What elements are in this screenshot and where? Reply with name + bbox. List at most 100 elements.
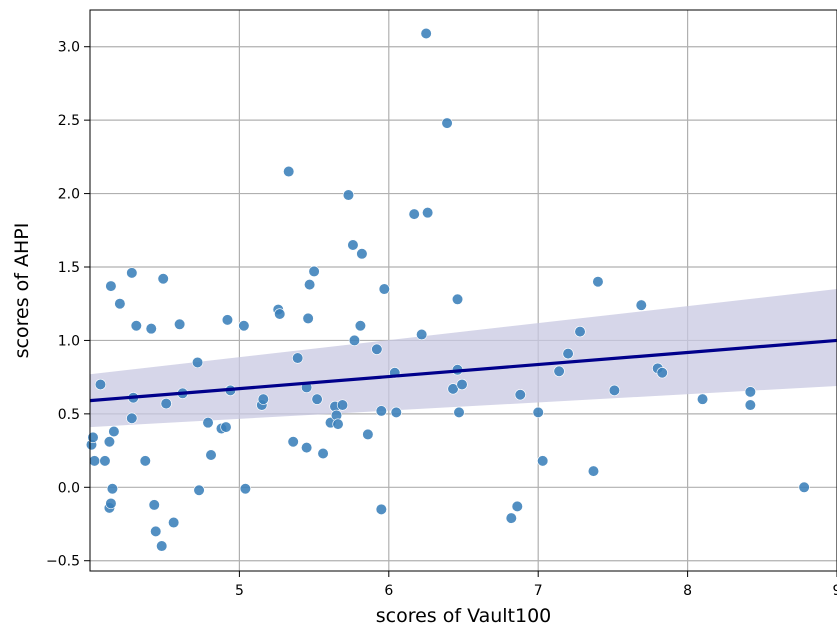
scatter-point <box>130 320 142 332</box>
scatter-point <box>537 455 549 467</box>
scatter-point <box>114 298 126 310</box>
scatter-point <box>106 483 119 495</box>
y-tick-label: −0.5 <box>46 554 80 570</box>
y-tick-label: 3.0 <box>58 40 80 56</box>
scatter-point <box>88 455 101 467</box>
scatter-point <box>304 279 316 291</box>
ticks-layer: 5 6 7 8 9 −0.5 0.0 0.5 1.0 1.5 2.0 2.5 3.0 <box>46 40 837 599</box>
scatter-point <box>145 323 157 335</box>
scatter-point <box>356 248 368 260</box>
scatter-point <box>150 525 162 537</box>
scatter-point <box>139 455 151 467</box>
scatter-point <box>238 320 250 332</box>
scatter-point <box>287 436 299 448</box>
scatter-point <box>220 421 232 433</box>
scatter-point <box>798 481 810 493</box>
scatter-point <box>193 484 205 496</box>
scatter-point <box>348 334 361 347</box>
scatter-point <box>371 343 383 355</box>
scatter-point <box>408 208 420 220</box>
scatter-point <box>574 326 586 338</box>
scatter-point <box>156 540 168 552</box>
scatter-point <box>336 399 349 411</box>
scatter-point <box>257 393 269 405</box>
scatter-point <box>308 265 320 278</box>
scatter-point <box>416 328 428 341</box>
scatter-point <box>160 397 172 410</box>
scatter-point <box>587 465 600 477</box>
scatter-point <box>108 425 120 438</box>
scatter-point <box>511 500 523 512</box>
scatter-point <box>105 280 117 292</box>
regression-line-layer <box>89 338 837 403</box>
scatter-point <box>126 267 138 279</box>
scatter-point <box>447 383 459 395</box>
scatter-point <box>553 365 565 377</box>
x-tick-label: 5 <box>235 583 244 599</box>
scatter-point <box>332 418 344 430</box>
scatter-point <box>696 393 709 405</box>
scatter-point <box>103 436 116 448</box>
scatter-point <box>205 449 217 461</box>
scatter-point <box>562 348 574 360</box>
scatter-point <box>378 283 390 295</box>
scatter-point <box>191 356 204 369</box>
x-tick-label: 9 <box>833 583 837 599</box>
scatter-point <box>283 165 295 178</box>
confidence-band-layer <box>90 289 837 428</box>
scatter-point <box>362 428 374 441</box>
y-tick-label: 1.0 <box>58 333 80 349</box>
scatter-point <box>148 499 160 511</box>
scatter-point <box>202 417 214 429</box>
confidence-band <box>90 289 837 428</box>
scatter-point <box>174 318 186 330</box>
y-axis-label: scores of AHPI <box>11 223 33 359</box>
scatter-point <box>453 406 465 418</box>
scatter-point <box>608 384 620 396</box>
scatter-point <box>317 447 329 460</box>
scatter-point <box>342 189 355 201</box>
scatter-point <box>221 314 234 326</box>
scatter-point <box>420 27 432 40</box>
y-tick-label: 2.0 <box>58 187 80 203</box>
scatter-point <box>274 308 286 320</box>
scatter-point <box>302 312 314 325</box>
scatter-point <box>390 406 402 418</box>
scatter-point <box>354 320 367 332</box>
y-tick-label: 1.5 <box>58 260 80 276</box>
scatter-point <box>592 276 604 288</box>
scatter-point <box>422 207 434 219</box>
scatter-point <box>505 512 517 524</box>
scatter-point <box>532 406 544 418</box>
y-tick-label: 0.0 <box>58 480 80 496</box>
scatter-point <box>87 431 99 443</box>
x-tick-label: 6 <box>384 583 393 599</box>
scatter-point <box>301 442 313 454</box>
plot-frame <box>89 9 837 572</box>
scatter-point <box>656 367 668 379</box>
scatter-point <box>239 483 251 495</box>
scatter-point <box>744 386 756 398</box>
y-tick-label: 0.5 <box>58 407 80 423</box>
scatter-point <box>441 117 453 129</box>
scatter-point <box>94 378 107 391</box>
scatter-point <box>744 399 756 411</box>
scatter-point <box>157 273 169 285</box>
x-tick-label: 8 <box>683 583 692 599</box>
scatter-point <box>311 393 323 405</box>
scatter-point <box>105 497 117 510</box>
scatter-point <box>126 412 138 424</box>
x-tick-label: 7 <box>534 583 543 599</box>
scatter-point <box>514 389 526 401</box>
scatter-point <box>456 378 468 391</box>
scatter-point <box>168 516 180 529</box>
regression-line <box>89 338 837 403</box>
scatter-point <box>635 299 647 311</box>
y-tick-label: 2.5 <box>58 113 80 129</box>
scatter-point <box>375 503 387 515</box>
scatter-point <box>347 239 359 251</box>
scatter-point <box>451 293 464 305</box>
scatter-point <box>375 405 387 417</box>
